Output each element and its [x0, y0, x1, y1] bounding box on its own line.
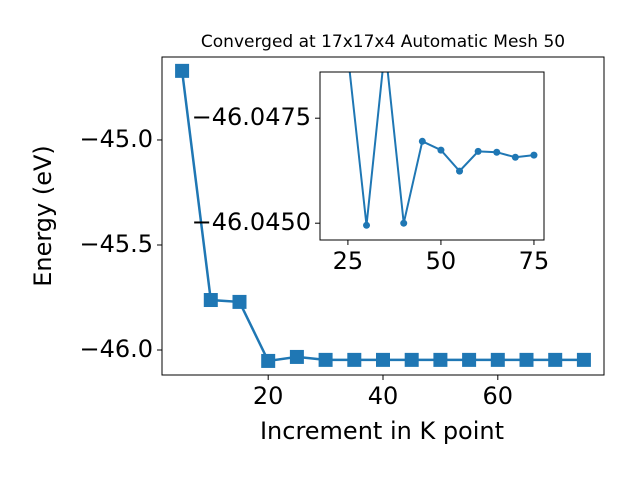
data-marker: [456, 167, 464, 175]
y-tick-label: −45.5: [79, 230, 153, 258]
data-marker: [318, 352, 333, 367]
x-tick-label: 25: [333, 247, 364, 275]
data-marker: [548, 352, 563, 367]
axes-frame: [319, 71, 545, 241]
data-marker: [493, 148, 501, 156]
y-tick-label: −46.0450: [192, 208, 311, 236]
x-tick-label: 40: [368, 382, 399, 410]
data-marker: [175, 63, 190, 78]
data-marker: [530, 151, 538, 159]
x-tick-label: 50: [426, 247, 457, 275]
x-tick-label: 60: [483, 382, 514, 410]
data-marker: [519, 352, 534, 367]
data-marker: [232, 294, 247, 309]
x-axis-label: Increment in K point: [260, 417, 504, 445]
data-marker: [203, 293, 218, 308]
data-marker: [404, 352, 419, 367]
data-marker: [490, 352, 505, 367]
data-marker: [418, 137, 426, 145]
y-tick-label: −46.0475: [192, 103, 311, 131]
data-marker: [376, 352, 390, 367]
chart-title: Converged at 17x17x4 Automatic Mesh 50: [201, 32, 565, 52]
data-marker: [400, 219, 408, 227]
x-tick-label: 20: [253, 382, 284, 410]
data-marker: [363, 221, 371, 229]
y-tick-label: −46.0: [79, 335, 153, 363]
y-tick-label: −45.0: [79, 125, 153, 153]
data-marker: [474, 147, 482, 155]
data-marker: [433, 352, 448, 367]
data-marker: [462, 352, 477, 367]
y-axis-label: Energy (eV): [29, 145, 57, 287]
data-marker: [347, 352, 362, 367]
data-marker: [289, 349, 304, 364]
plot-area: [320, 72, 544, 240]
data-marker: [437, 146, 445, 154]
data-marker: [261, 353, 276, 368]
data-marker: [511, 153, 519, 161]
axes-frame: [161, 56, 605, 376]
x-tick-label: 75: [519, 247, 550, 275]
data-marker: [576, 352, 591, 367]
